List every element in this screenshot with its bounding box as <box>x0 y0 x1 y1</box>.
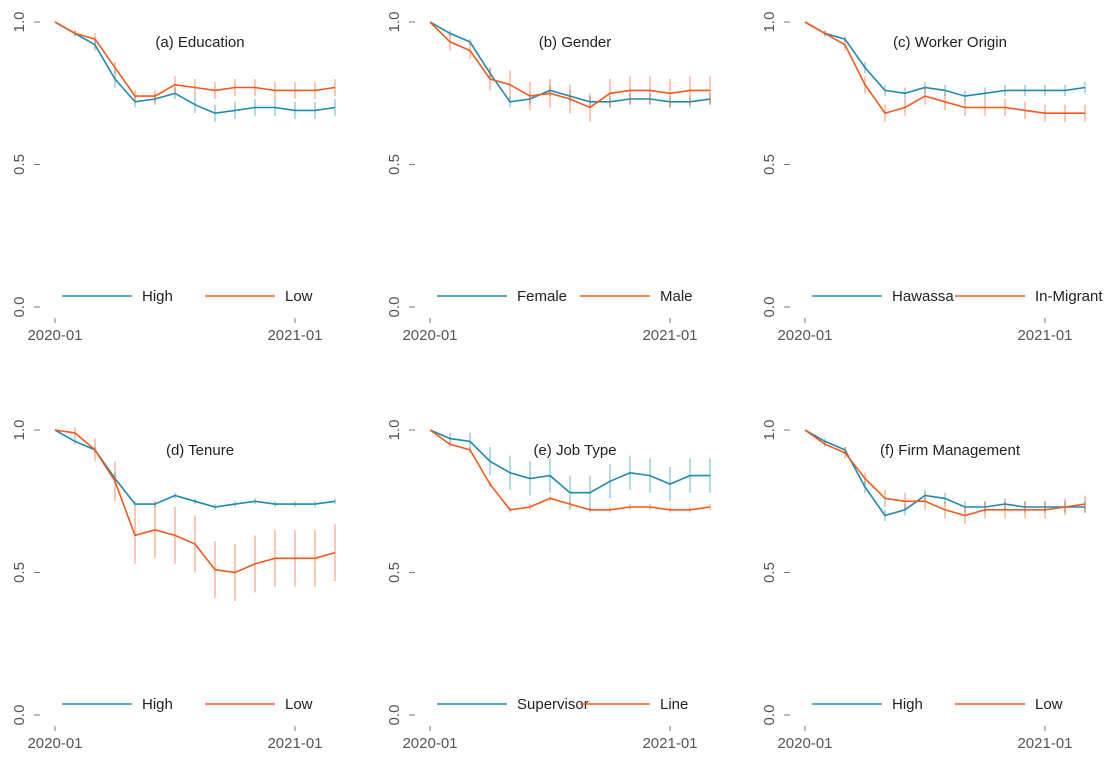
panel: 0.0 0.5 1.0 2020-01 2021-01 (a) Education High… <box>11 12 336 344</box>
x-tick-label: 2021-01 <box>642 735 697 752</box>
y-tick-label: 0.5 <box>761 154 778 175</box>
panel-title: (b) Gender <box>539 34 612 51</box>
legend-label: Hawassa <box>892 288 954 305</box>
y-tick-label: 0.0 <box>11 705 28 726</box>
x-tick-label: 2020-01 <box>777 327 832 344</box>
y-tick-label: 0.0 <box>761 705 778 726</box>
series-line <box>54 21 336 97</box>
y-tick-label: 1.0 <box>386 12 403 33</box>
panel-title: (f) Firm Management <box>880 442 1021 459</box>
legend-label: Low <box>285 288 313 305</box>
panel: 0.0 0.5 1.0 2020-01 2021-01 (c) Worker Origin… <box>761 12 1103 344</box>
y-tick-label: 0.5 <box>386 562 403 583</box>
y-tick-label: 1.0 <box>761 420 778 441</box>
y-tick-label: 0.5 <box>11 154 28 175</box>
panel: 0.0 0.5 1.0 2020-01 2021-01 (d) Tenure High Low <box>11 420 336 752</box>
legend-label: Male <box>660 288 693 305</box>
panel-title: (a) Education <box>155 34 244 51</box>
series-line <box>804 429 1086 517</box>
panel: 0.0 0.5 1.0 2020-01 2021-01 (b) Gender Female M… <box>386 12 711 344</box>
legend-label: Supervisor <box>517 696 589 713</box>
series-line <box>804 21 1085 115</box>
y-tick-label: 0.0 <box>11 297 28 318</box>
panel-title: (c) Worker Origin <box>893 34 1007 51</box>
y-tick-label: 0.5 <box>11 562 28 583</box>
series-line <box>54 429 336 574</box>
series-line <box>804 21 1086 97</box>
legend-label: High <box>142 696 173 713</box>
y-tick-label: 0.5 <box>761 562 778 583</box>
x-tick-label: 2021-01 <box>1017 735 1072 752</box>
x-tick-label: 2020-01 <box>27 327 82 344</box>
legend-label: In-Migrant <box>1035 288 1103 305</box>
x-tick-label: 2021-01 <box>1017 327 1072 344</box>
y-tick-label: 1.0 <box>11 12 28 33</box>
y-tick-label: 0.0 <box>761 297 778 318</box>
legend-label: Low <box>285 696 313 713</box>
y-tick-label: 0.0 <box>386 297 403 318</box>
legend-label: High <box>892 696 923 713</box>
x-tick-label: 2020-01 <box>402 327 457 344</box>
panel: 0.0 0.5 1.0 2020-01 2021-01 (e) Job Type Super… <box>386 420 711 752</box>
series-line <box>429 21 711 103</box>
x-tick-label: 2021-01 <box>267 735 322 752</box>
series-line <box>54 21 336 115</box>
x-tick-label: 2020-01 <box>402 735 457 752</box>
y-tick-label: 1.0 <box>386 420 403 441</box>
series-line <box>429 429 711 511</box>
legend-label: Low <box>1035 696 1063 713</box>
x-tick-label: 2020-01 <box>27 735 82 752</box>
legend-label: Female <box>517 288 567 305</box>
y-tick-label: 1.0 <box>761 12 778 33</box>
legend-label: Line <box>660 696 688 713</box>
series-line <box>429 21 710 109</box>
series-line <box>429 429 710 494</box>
x-tick-label: 2021-01 <box>642 327 697 344</box>
y-tick-label: 0.0 <box>386 705 403 726</box>
x-tick-label: 2020-01 <box>777 735 832 752</box>
panel: 0.0 0.5 1.0 2020-01 2021-01 (f) Firm Manageme… <box>761 420 1086 752</box>
panel-title: (e) Job Type <box>533 442 616 459</box>
y-tick-label: 1.0 <box>11 420 28 441</box>
y-tick-label: 0.5 <box>386 154 403 175</box>
legend-label: High <box>142 288 173 305</box>
panel-title: (d) Tenure <box>166 442 234 459</box>
x-tick-label: 2021-01 <box>267 327 322 344</box>
